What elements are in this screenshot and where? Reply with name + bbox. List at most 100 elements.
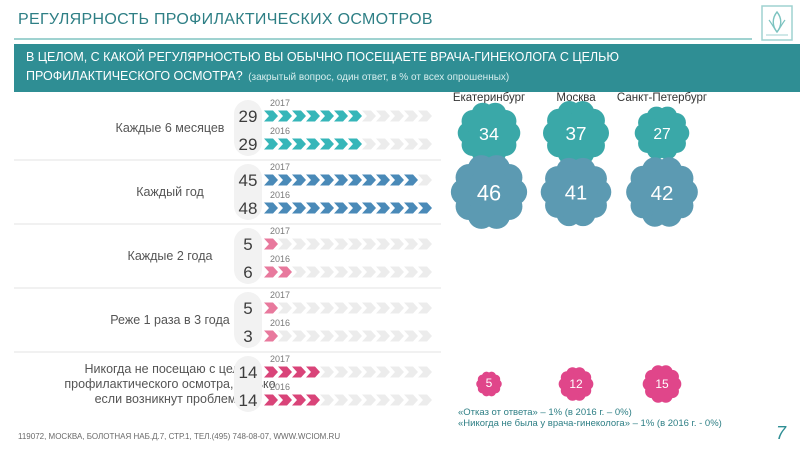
year-label: 2017 [270, 98, 290, 108]
bar-arrow-filled [390, 202, 404, 214]
value-label: 3 [243, 327, 252, 346]
bar-arrow-filled [264, 174, 278, 186]
bar-arrow-empty [320, 394, 334, 406]
bar-arrow-empty [348, 266, 362, 278]
category-label: Каждые 2 года [128, 249, 213, 263]
bar-arrow-empty [362, 138, 376, 150]
category-label: Каждые 6 месяцев [116, 121, 225, 135]
city-flower-value: 34 [479, 124, 499, 144]
bar-arrow-filled [306, 394, 320, 406]
bar-arrow-empty [390, 330, 404, 342]
bar-arrow-empty [348, 330, 362, 342]
header-divider [14, 38, 752, 40]
value-pill [234, 100, 262, 156]
bar-arrow-filled [348, 202, 362, 214]
bar-arrow-empty [292, 330, 306, 342]
bar-arrow-empty [418, 174, 432, 186]
bar-arrow-empty [376, 238, 390, 250]
bar-arrow-filled [334, 174, 348, 186]
city-flower-core [465, 168, 513, 216]
question-banner: В ЦЕЛОМ, С КАКОЙ РЕГУЛЯРНОСТЬЮ ВЫ ОБЫЧНО… [14, 44, 800, 92]
bar-arrow-filled [376, 202, 390, 214]
bar-arrow-empty [404, 266, 418, 278]
bar-arrow-filled [348, 174, 362, 186]
bar-arrow-empty [306, 238, 320, 250]
page-title: РЕГУЛЯРНОСТЬ ПРОФИЛАКТИЧЕСКИХ ОСМОТРОВ [18, 11, 433, 28]
year-label: 2017 [270, 162, 290, 172]
bar-arrow-filled [264, 238, 278, 250]
bar-arrow-empty [306, 266, 320, 278]
bar-arrow-filled [404, 202, 418, 214]
bar-arrow-filled [334, 138, 348, 150]
bar-arrow-filled [292, 110, 306, 122]
bar-arrow-empty [404, 394, 418, 406]
city-flower-value: 42 [651, 182, 674, 205]
bar-arrow-empty [278, 302, 292, 314]
bar-arrow-empty [320, 330, 334, 342]
city-flower-core [556, 113, 596, 153]
bar-arrow-empty [362, 394, 376, 406]
value-label: 29 [239, 135, 258, 154]
bar-arrow-filled [278, 366, 292, 378]
bar-arrow-filled [264, 202, 278, 214]
bar-arrow-empty [334, 238, 348, 250]
bar-arrow-empty [320, 238, 334, 250]
bar-arrow-empty [362, 110, 376, 122]
bar-arrow-empty [418, 394, 432, 406]
city-flower-core [481, 376, 497, 392]
bar-arrow-filled [348, 110, 362, 122]
bar-arrow-filled [292, 202, 306, 214]
bar-arrow-empty [418, 138, 432, 150]
bar-arrow-filled [292, 138, 306, 150]
bar-arrow-empty [418, 266, 432, 278]
bar-arrow-filled [362, 174, 376, 186]
bar-arrow-filled [334, 202, 348, 214]
bar-arrow-filled [376, 174, 390, 186]
page-number: 7 [776, 423, 787, 443]
bar-arrow-empty [390, 302, 404, 314]
bar-arrow-empty [348, 394, 362, 406]
category-label-bg [14, 98, 238, 158]
bar-arrow-empty [278, 330, 292, 342]
bar-arrow-empty [348, 366, 362, 378]
bar-arrow-filled [306, 138, 320, 150]
city-header: Екатеринбург [453, 92, 525, 104]
bar-arrow-empty [418, 330, 432, 342]
city-flower-core [645, 116, 679, 150]
bar-arrow-filled [320, 138, 334, 150]
value-pill [234, 292, 262, 348]
bar-arrow-filled [278, 394, 292, 406]
city-flower-core [640, 170, 684, 214]
bar-arrow-empty [390, 110, 404, 122]
bar-arrow-empty [404, 110, 418, 122]
category-label: Реже 1 раза в 3 года [110, 313, 230, 327]
city-flower-core [470, 114, 508, 152]
value-pill [234, 356, 262, 412]
city-header: Санкт-Петербург [617, 92, 707, 104]
category-label-bg [14, 354, 238, 414]
bar-arrow-filled [278, 202, 292, 214]
bar-arrow-empty [418, 302, 432, 314]
bar-arrow-empty [376, 366, 390, 378]
bar-arrow-empty [376, 110, 390, 122]
bar-arrow-empty [362, 366, 376, 378]
bar-arrow-empty [404, 366, 418, 378]
bar-arrow-empty [362, 238, 376, 250]
bar-arrow-empty [334, 266, 348, 278]
bar-arrow-filled [306, 174, 320, 186]
city-header: Москва [556, 92, 596, 104]
category-label: если возникнут проблемы [95, 392, 246, 406]
bar-arrow-empty [334, 394, 348, 406]
year-label: 2017 [270, 354, 290, 364]
city-flower-value: 41 [565, 183, 587, 205]
bar-arrow-filled [348, 138, 362, 150]
bar-arrow-empty [348, 238, 362, 250]
city-flower-value: 15 [655, 377, 669, 391]
year-label: 2017 [270, 290, 290, 300]
bar-arrow-empty [404, 138, 418, 150]
bar-arrow-empty [306, 302, 320, 314]
bar-arrow-empty [418, 366, 432, 378]
bar-arrow-empty [362, 266, 376, 278]
note-refusal: «Отказ от ответа» – 1% (в 2016 г. – 0%) [458, 407, 632, 418]
bar-arrow-empty [292, 266, 306, 278]
